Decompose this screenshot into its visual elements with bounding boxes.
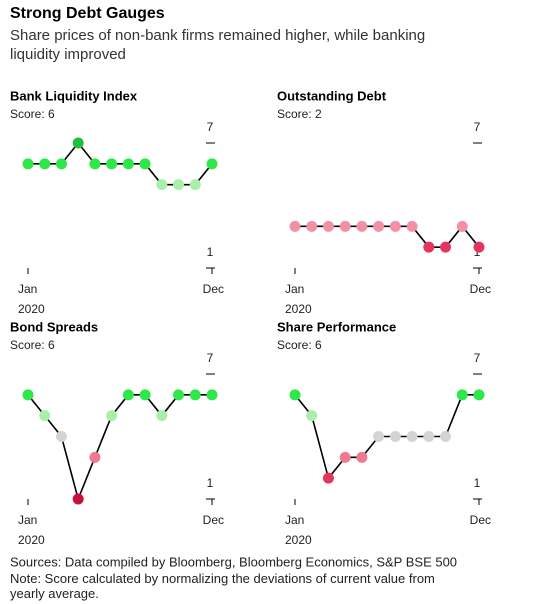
y-tick-label: 1 (207, 245, 214, 259)
x-year-label: 2020 (285, 302, 312, 316)
dot (339, 220, 351, 232)
y-tick-label: 7 (474, 351, 481, 365)
dot (440, 431, 452, 442)
dot (423, 431, 435, 442)
dot (322, 220, 334, 232)
panel-subtitle: Score: 2 (277, 107, 322, 121)
dot (22, 158, 34, 170)
line (27, 394, 212, 502)
dot (322, 472, 334, 484)
dot (473, 241, 485, 253)
x-year-label: 2020 (285, 533, 312, 547)
dot (440, 241, 452, 253)
panel-subtitle: Score: 6 (10, 107, 55, 121)
dot (406, 220, 418, 232)
y-tick-label: 7 (474, 120, 481, 134)
x-tick-label: Jan (18, 513, 37, 527)
dot (106, 410, 118, 422)
dot (55, 158, 67, 170)
y-tick-label: 1 (474, 476, 481, 490)
dot (89, 451, 101, 463)
dot (356, 451, 368, 463)
dot (72, 137, 84, 149)
dot (89, 158, 101, 170)
x-tick-label: Jan (285, 282, 304, 296)
panel-subtitle: Score: 6 (277, 338, 322, 352)
line (28, 141, 213, 186)
x-tick-label: Dec (203, 513, 224, 527)
panel-title: Outstanding Debt (277, 88, 387, 103)
dot (39, 410, 51, 422)
x-tick-label: Dec (203, 282, 224, 296)
dot (373, 431, 385, 442)
dot (206, 158, 218, 170)
dot (456, 389, 468, 401)
dot (189, 389, 201, 401)
panel-title: Bond Spreads (10, 319, 98, 334)
dot (289, 389, 301, 401)
dot (356, 220, 368, 232)
dot (122, 389, 134, 401)
panel-title: Bank Liquidity Index (10, 88, 138, 103)
dot (39, 158, 51, 170)
title: Strong Debt Gauges (10, 5, 165, 22)
dot (173, 179, 185, 191)
x-tick-label: Dec (470, 513, 491, 527)
dot (373, 220, 385, 232)
subtitle: Share prices of non-bank firms remained … (10, 27, 425, 63)
dot (406, 431, 418, 442)
x-tick-label: Jan (18, 282, 37, 296)
x-tick-label: Dec (470, 282, 491, 296)
panel-title: Share Performance (277, 319, 396, 334)
dot (156, 410, 168, 422)
dot (22, 389, 34, 401)
x-year-label: 2020 (18, 533, 45, 547)
line (295, 225, 480, 248)
dot (139, 389, 151, 401)
dot (156, 179, 168, 191)
y-tick-label: 7 (207, 351, 214, 365)
dot (189, 179, 201, 191)
dot (55, 431, 67, 442)
dot (72, 493, 84, 505)
y-tick-label: 1 (207, 476, 214, 490)
dot (473, 389, 485, 401)
dot (289, 220, 301, 232)
dot (306, 410, 318, 422)
note: Note: Score calculated by normalizing th… (10, 571, 435, 601)
dot (306, 220, 318, 232)
source: Sources: Data compiled by Bloomberg, Blo… (10, 554, 457, 569)
dot (122, 158, 134, 170)
dot (206, 389, 218, 401)
dot (389, 220, 401, 232)
x-year-label: 2020 (18, 302, 45, 316)
dot (173, 389, 185, 401)
line (294, 394, 479, 480)
panel-subtitle: Score: 6 (10, 338, 55, 352)
dot (139, 158, 151, 170)
dot (423, 241, 435, 253)
x-tick-label: Jan (285, 513, 304, 527)
dot (339, 451, 351, 463)
y-tick-label: 7 (207, 120, 214, 134)
dot (389, 431, 401, 442)
dot (106, 158, 118, 170)
dot (456, 220, 468, 232)
